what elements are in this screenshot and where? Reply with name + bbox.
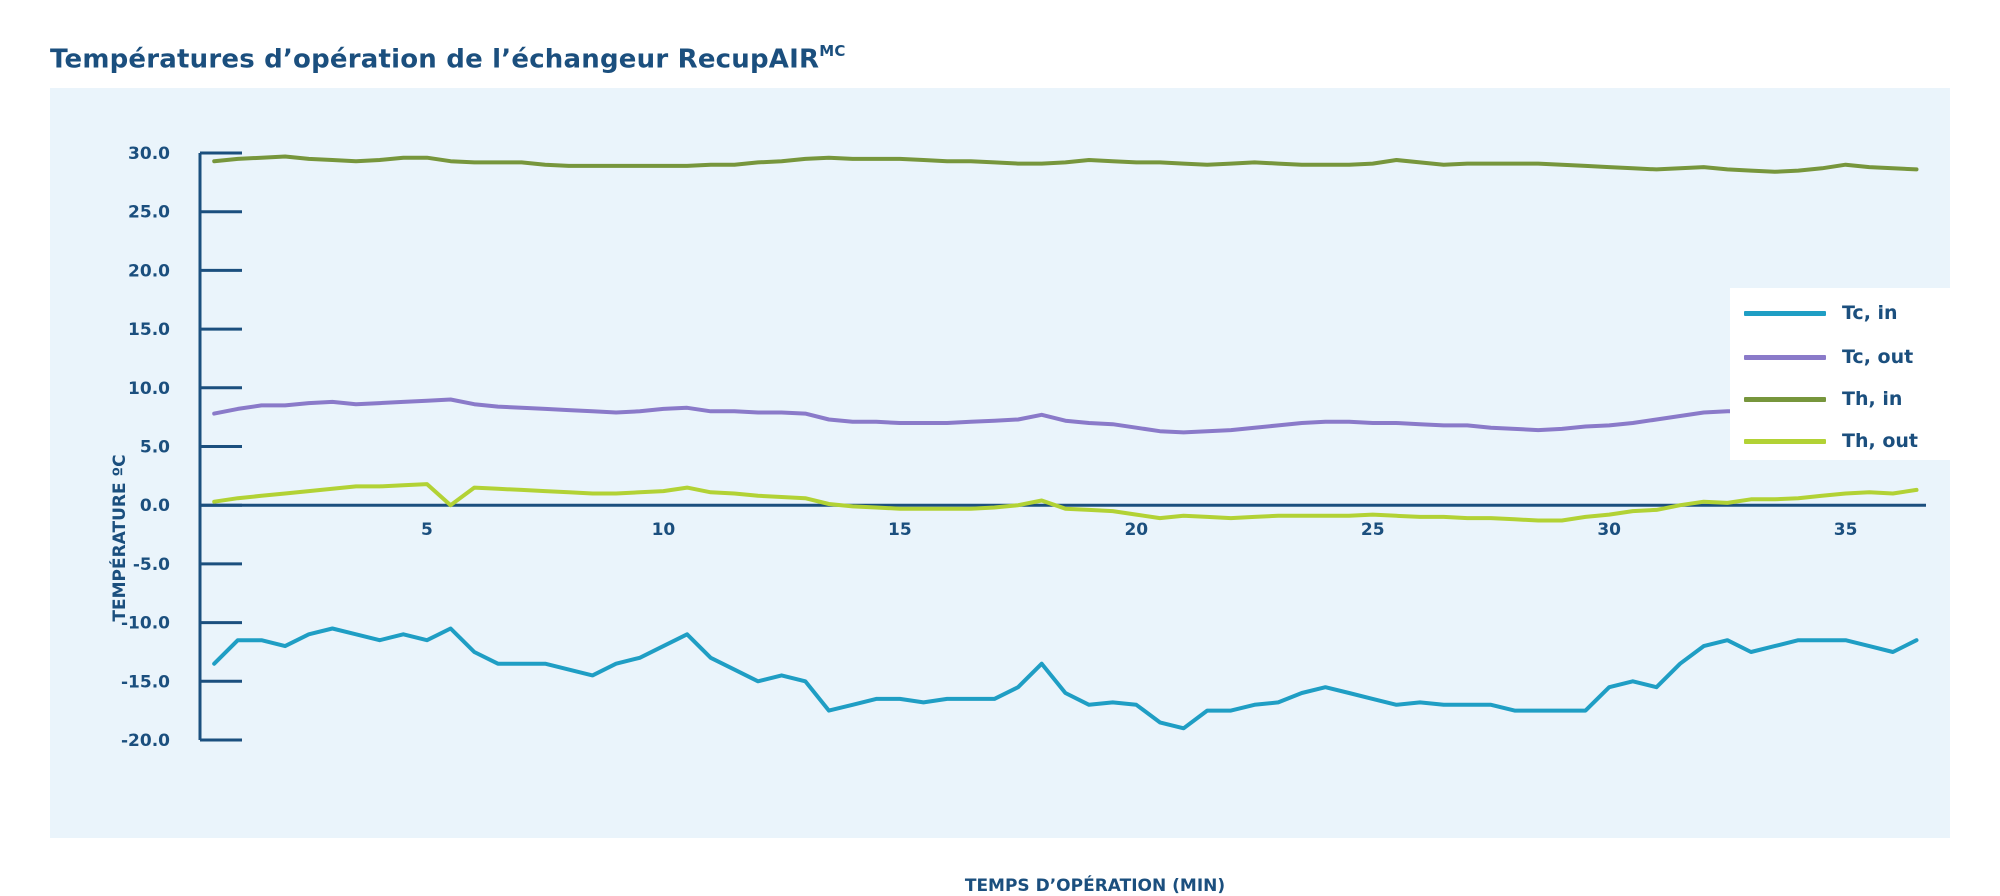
legend-swatch-tc-out: [1744, 354, 1826, 360]
y-tick-label: -20.0: [121, 731, 170, 751]
y-tick-label: 30.0: [128, 144, 170, 164]
chart-title-superscript: MC: [819, 42, 846, 60]
y-tick-label: 25.0: [128, 203, 170, 223]
series-line-th-in: [212, 154, 1919, 174]
legend-swatch-tc-in: [1744, 310, 1826, 316]
series-line-tc-in: [212, 626, 1919, 731]
chart-panel: 30.0 25.0 20.0 15.0 10.0 5.0 0.0 -5.0 -10.0 -15.0…: [50, 88, 1952, 896]
legend-item-th-out: Th, out: [1744, 430, 1918, 452]
legend-label-tc-out: Tc, out: [1842, 346, 1914, 368]
y-tick-label: -10.0: [121, 614, 170, 634]
y-tick-label: 5.0: [140, 438, 170, 458]
y-axis-label: TEMPÉRATURE ºC: [110, 454, 130, 622]
x-tick-label: 35: [1834, 520, 1858, 540]
y-tick-label: 0.0: [140, 496, 170, 516]
legend-swatch-th-out: [1744, 438, 1826, 444]
y-tick-label: 15.0: [128, 320, 170, 340]
series-line-tc-out: [212, 397, 1919, 435]
legend-item-th-in: Th, in: [1744, 388, 1902, 410]
x-tick-label: 25: [1361, 520, 1385, 540]
legend-item-tc-out: Tc, out: [1744, 346, 1913, 368]
line-chart: 30.0 25.0 20.0 15.0 10.0 5.0 0.0 -5.0 -10.0 -15.0…: [121, 144, 1926, 751]
y-tick-label: -15.0: [121, 672, 170, 692]
legend-label-tc-in: Tc, in: [1842, 302, 1898, 324]
x-tick-label: 20: [1124, 520, 1148, 540]
chart-title: Températures d’opération de l’échangeur …: [50, 42, 846, 75]
y-tick-label: 20.0: [128, 261, 170, 281]
x-tick-label: 10: [652, 520, 676, 540]
x-axis-label: TEMPS D’OPÉRATION (MIN): [964, 876, 1226, 896]
x-tick-label: 5: [421, 520, 433, 540]
y-tick-label: -5.0: [133, 555, 170, 575]
legend-item-tc-in: Tc, in: [1744, 302, 1898, 324]
legend-swatch-th-in: [1744, 396, 1826, 402]
legend-label-th-out: Th, out: [1842, 430, 1918, 452]
x-tick-label: 30: [1597, 520, 1621, 540]
chart-legend: Tc, in Tc, out Th, in Th, out: [1730, 288, 1952, 460]
series-line-th-out: [212, 482, 1919, 523]
chart-title-text: Températures d’opération de l’échangeur …: [50, 44, 820, 75]
legend-label-th-in: Th, in: [1842, 388, 1903, 410]
x-tick-label: 15: [888, 520, 912, 540]
y-tick-label: 10.0: [128, 379, 170, 399]
